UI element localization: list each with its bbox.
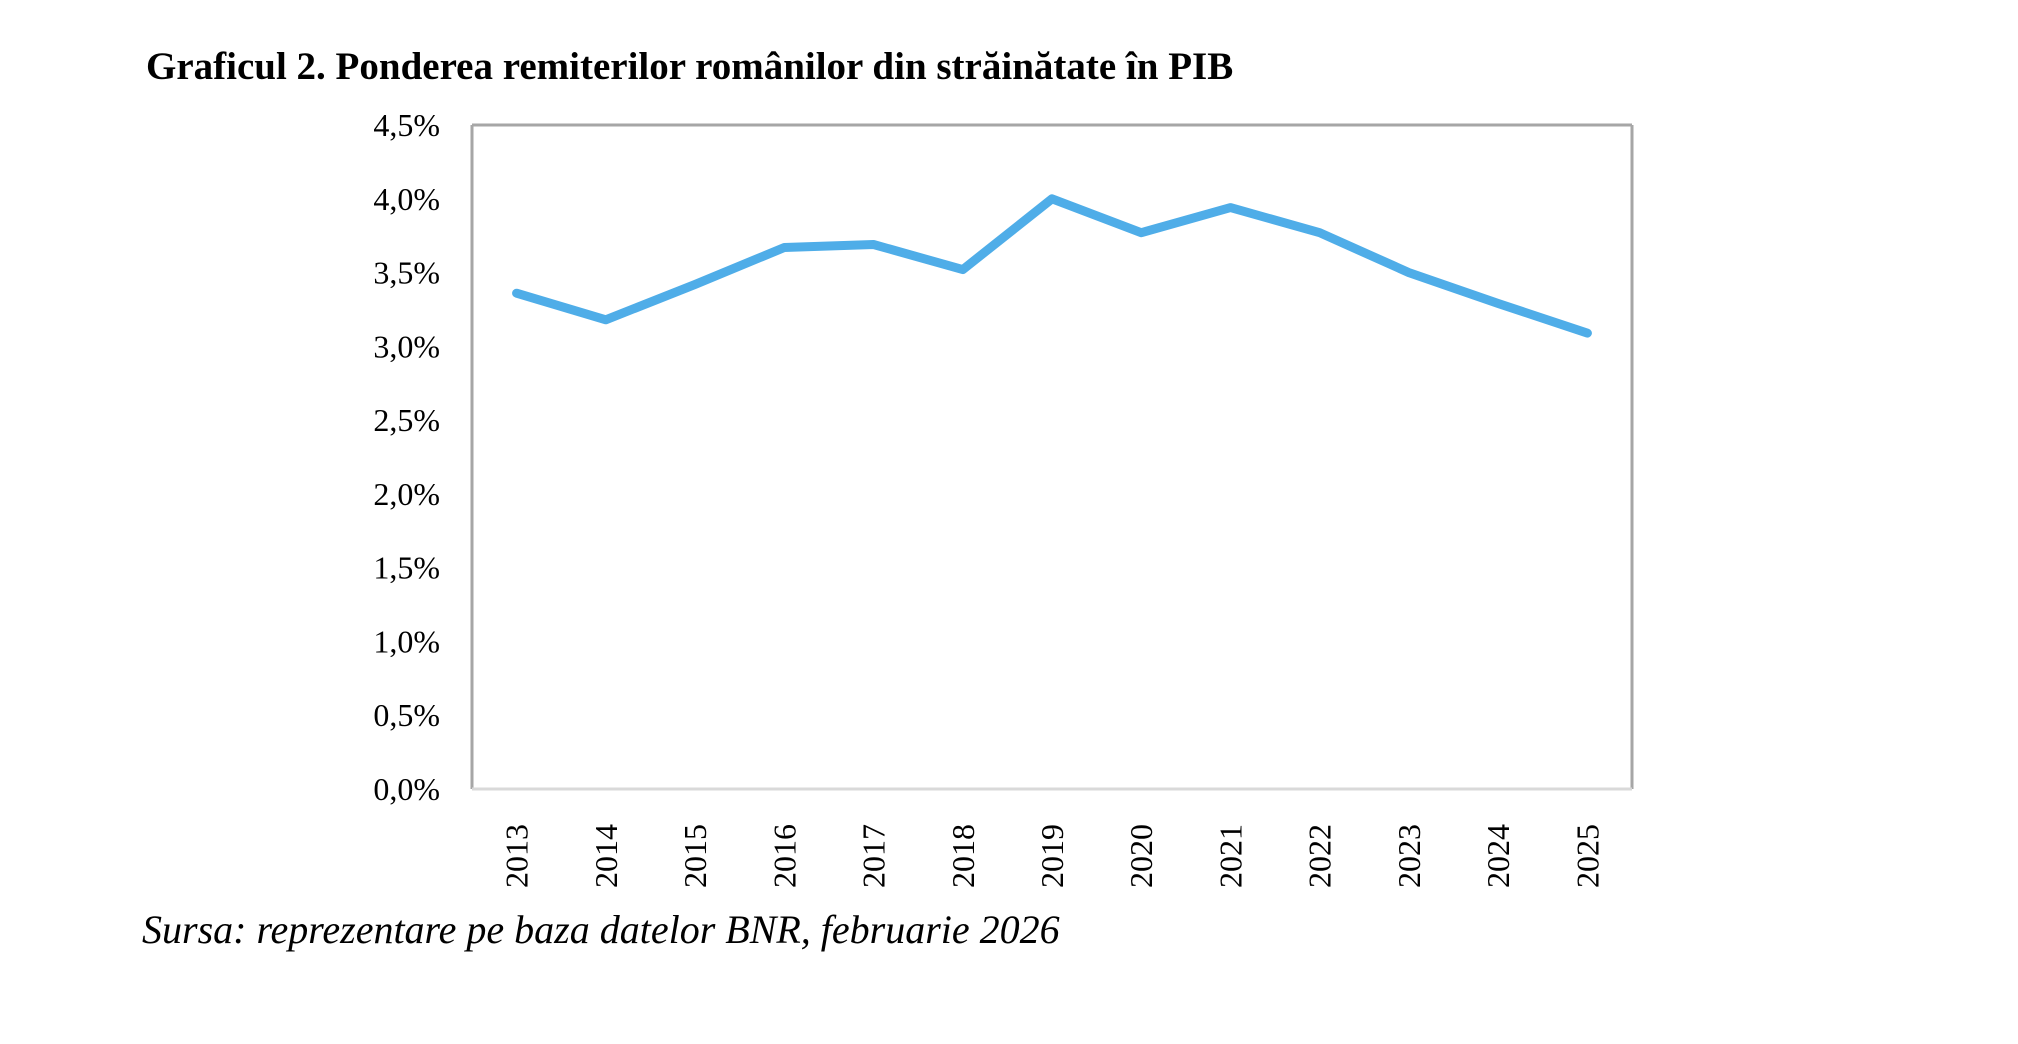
x-tick-label: 2024: [1480, 824, 1516, 888]
source-note: Sursa: reprezentare pe baza datelor BNR,…: [142, 907, 1060, 952]
y-axis-tick-labels: 0,0% 0,5% 1,0% 1,5% 2,0% 2,5% 3,0% 3,5% 4,0% 4,5%: [373, 107, 440, 807]
series-line-remittances: [512, 194, 1592, 338]
y-tick-label: 1,5%: [373, 550, 440, 586]
x-tick-label: 2022: [1302, 824, 1338, 888]
y-tick-label: 2,0%: [373, 476, 440, 512]
y-tick-label: 0,5%: [373, 697, 440, 733]
y-tick-label: 2,5%: [373, 402, 440, 438]
y-tick-label: 0,0%: [373, 771, 440, 807]
plot-frame: [470, 123, 1634, 791]
y-tick-label: 4,0%: [373, 181, 440, 217]
x-tick-label: 2016: [766, 824, 802, 888]
x-tick-label: 2014: [588, 824, 624, 888]
x-tick-label: 2018: [945, 824, 981, 888]
x-tick-label: 2015: [677, 824, 713, 888]
x-tick-label: 2019: [1034, 824, 1070, 888]
x-tick-label: 2020: [1123, 824, 1159, 888]
y-tick-label: 4,5%: [373, 107, 440, 143]
y-tick-label: 3,5%: [373, 255, 440, 291]
x-tick-label: 2025: [1569, 824, 1605, 888]
chart-title: Graficul 2. Ponderea remiterilor românil…: [146, 45, 1234, 88]
x-tick-label: 2017: [856, 824, 892, 888]
x-axis-tick-labels: 2013 2014 2015 2016 2017 2018 2019 2020 2021 2022…: [499, 824, 1606, 888]
x-tick-label: 2013: [499, 824, 535, 888]
x-tick-label: 2021: [1212, 824, 1248, 888]
y-tick-label: 3,0%: [373, 328, 440, 364]
y-tick-label: 1,0%: [373, 623, 440, 659]
x-tick-label: 2023: [1391, 824, 1427, 888]
